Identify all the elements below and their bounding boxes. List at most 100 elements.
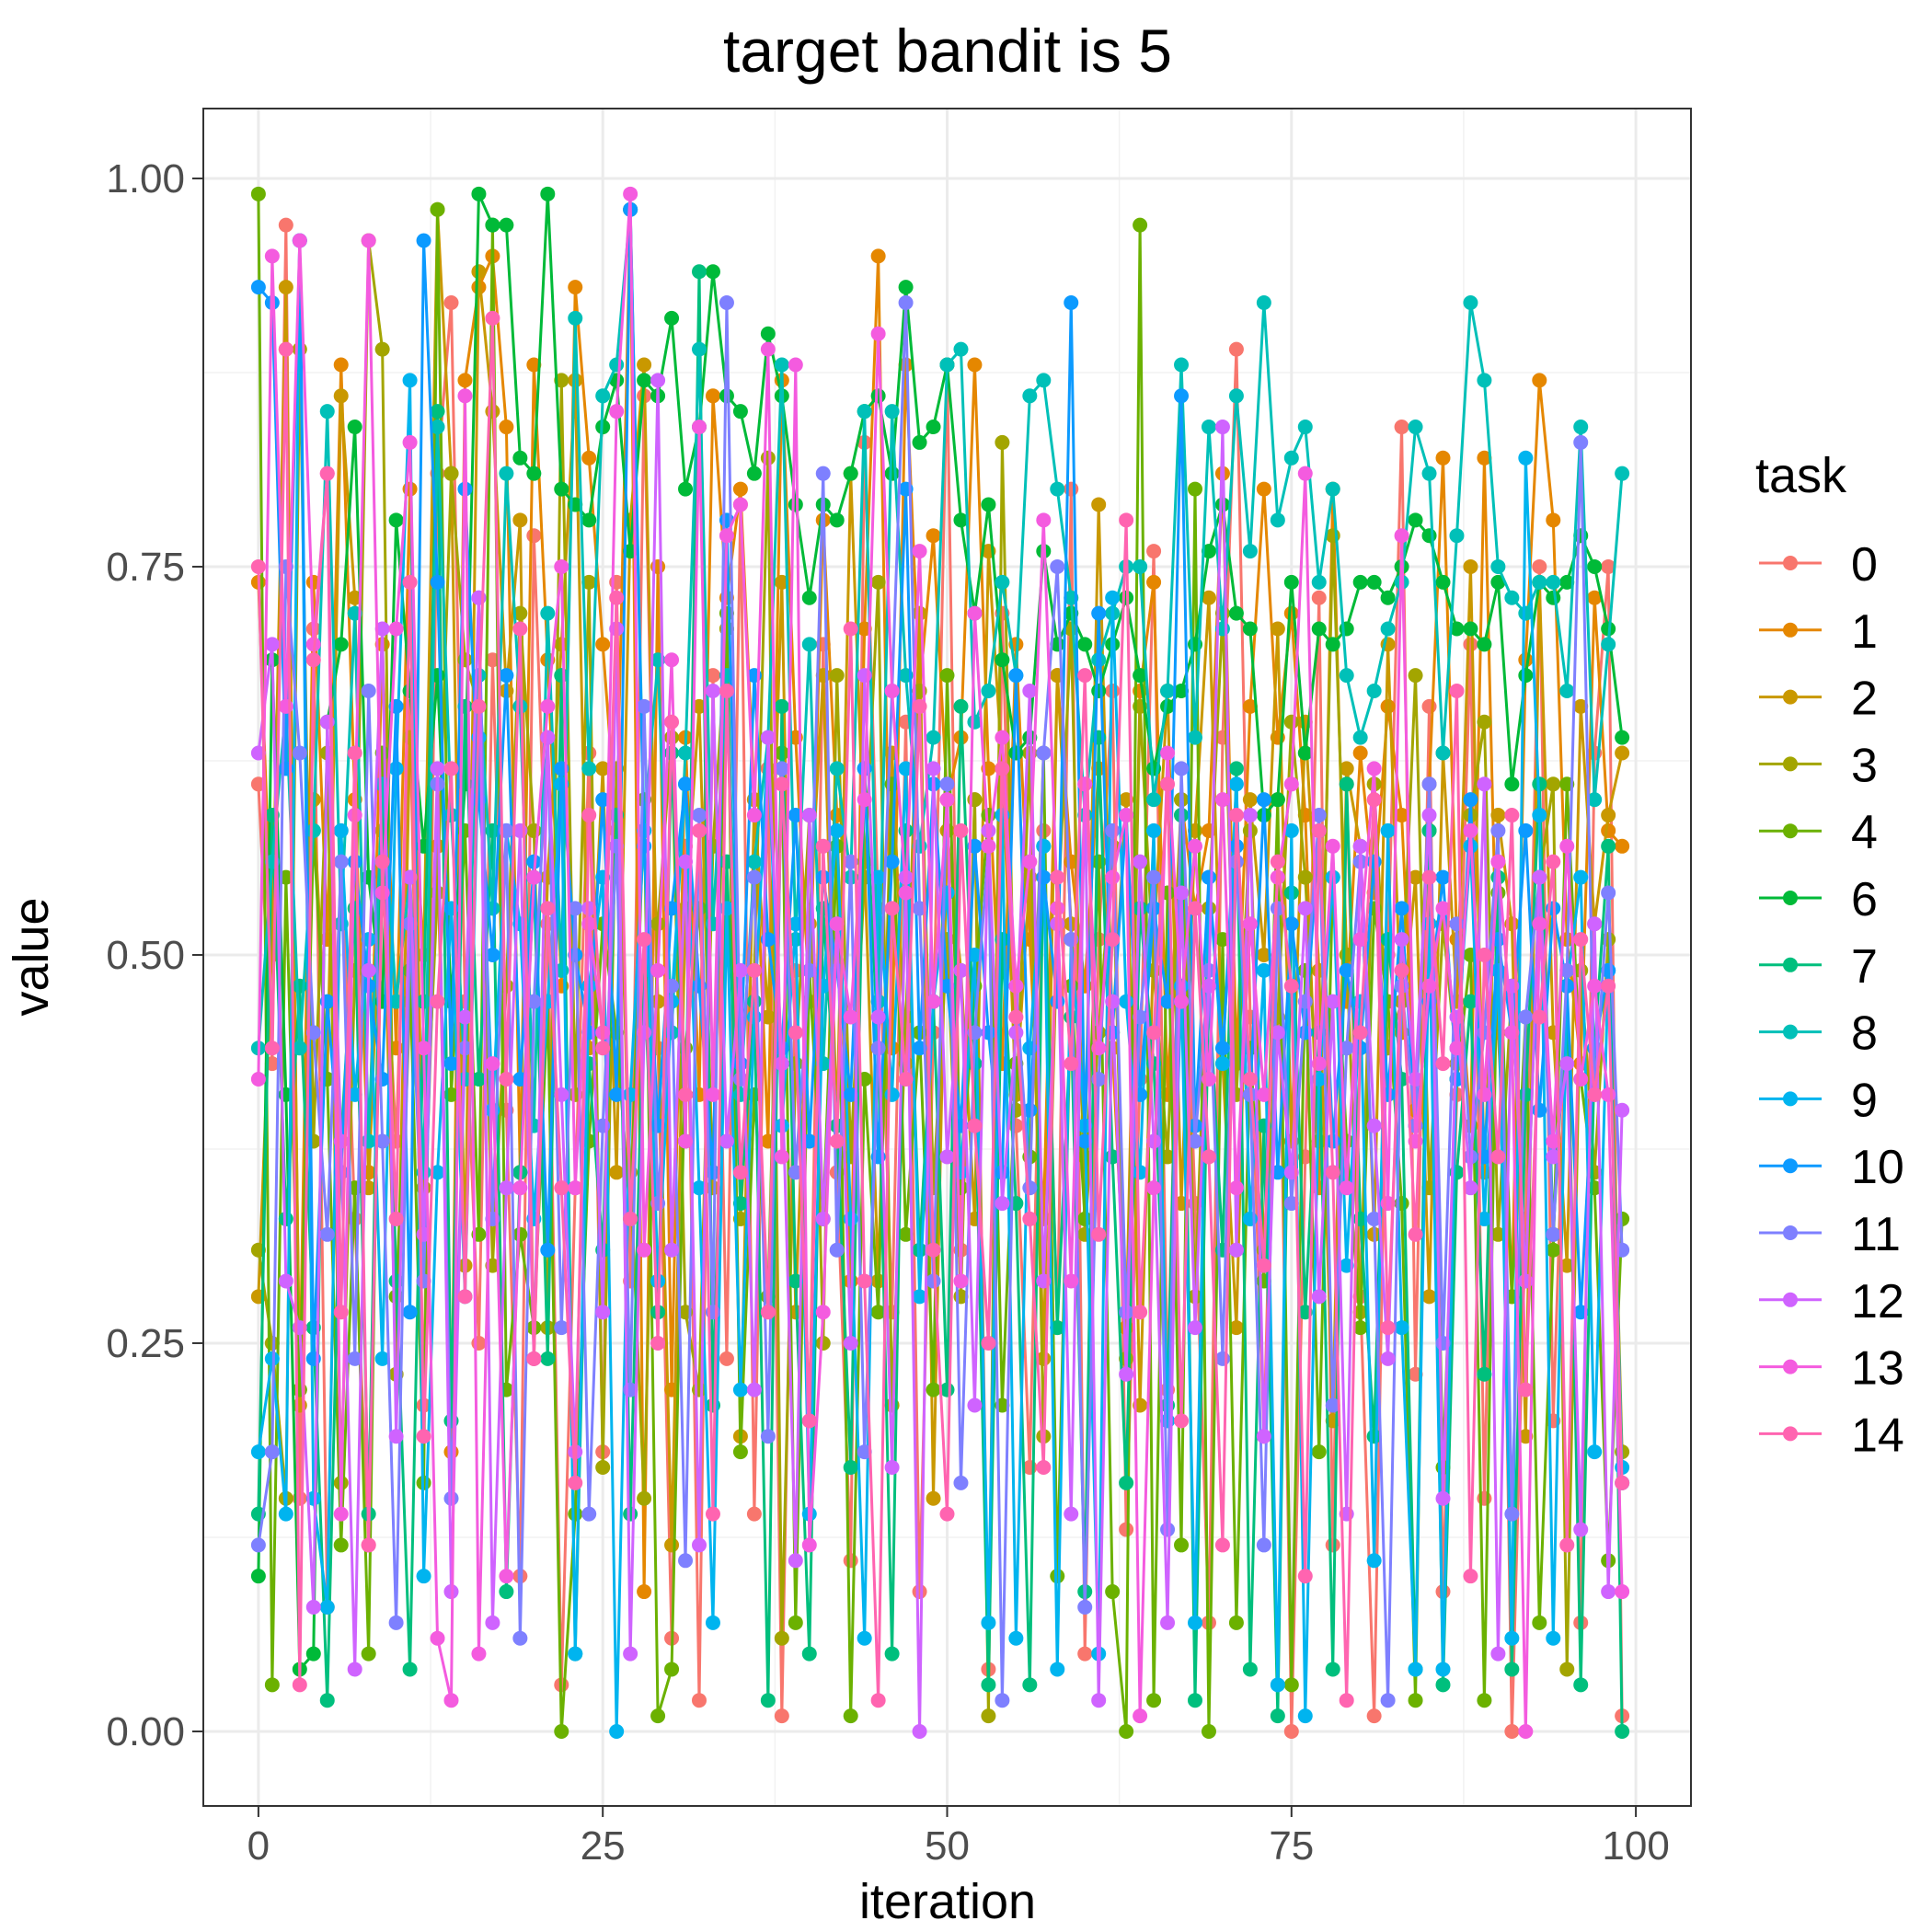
data-point bbox=[1242, 808, 1258, 823]
data-point bbox=[637, 1490, 652, 1506]
data-point bbox=[347, 420, 362, 435]
data-point bbox=[1311, 822, 1327, 838]
data-point bbox=[857, 404, 872, 420]
data-point bbox=[801, 1413, 817, 1429]
data-point bbox=[1421, 808, 1437, 823]
data-point bbox=[347, 745, 362, 761]
data-point bbox=[1366, 1708, 1382, 1724]
data-point bbox=[581, 808, 597, 823]
data-point bbox=[1546, 1226, 1561, 1242]
data-point bbox=[1119, 512, 1134, 528]
data-point bbox=[1311, 808, 1327, 823]
data-point bbox=[443, 295, 459, 311]
data-point bbox=[1146, 792, 1162, 808]
data-point bbox=[1532, 574, 1547, 590]
data-point bbox=[939, 357, 955, 373]
data-point bbox=[967, 357, 983, 373]
data-point bbox=[1228, 1180, 1244, 1196]
data-point bbox=[1421, 869, 1437, 885]
data-point bbox=[774, 1630, 789, 1646]
data-point bbox=[1532, 916, 1547, 932]
data-point bbox=[250, 558, 266, 574]
data-point bbox=[443, 1693, 459, 1708]
data-point bbox=[1435, 869, 1451, 885]
data-point bbox=[1518, 1723, 1534, 1739]
data-point bbox=[1214, 792, 1230, 808]
data-point bbox=[402, 574, 418, 590]
data-point bbox=[1008, 745, 1024, 761]
data-point bbox=[1394, 528, 1409, 544]
data-point bbox=[1559, 1662, 1575, 1677]
data-point bbox=[719, 1351, 734, 1366]
data-point bbox=[1160, 684, 1176, 699]
data-point bbox=[568, 310, 583, 326]
legend-item-7: 7 bbox=[1759, 940, 1878, 994]
data-point bbox=[609, 590, 625, 605]
data-point bbox=[457, 1009, 473, 1025]
legend-label: 10 bbox=[1851, 1141, 1904, 1194]
data-point bbox=[1256, 962, 1271, 978]
legend-label: 7 bbox=[1851, 940, 1878, 994]
data-point bbox=[250, 1444, 266, 1460]
data-point bbox=[1174, 1413, 1190, 1429]
data-point bbox=[788, 357, 803, 373]
data-point bbox=[637, 1242, 652, 1258]
data-point bbox=[870, 869, 886, 885]
data-point bbox=[443, 761, 459, 776]
data-point bbox=[1146, 544, 1162, 559]
data-point bbox=[870, 326, 886, 341]
data-point bbox=[1380, 1351, 1396, 1366]
legend-key-point bbox=[1783, 1091, 1798, 1107]
data-point bbox=[512, 450, 528, 466]
data-point bbox=[333, 1506, 349, 1522]
data-point bbox=[939, 668, 955, 684]
data-point bbox=[1133, 1305, 1148, 1320]
data-point bbox=[637, 932, 652, 948]
data-point bbox=[746, 1382, 762, 1397]
data-point bbox=[278, 280, 293, 295]
legend-item-6: 6 bbox=[1759, 873, 1878, 926]
data-point bbox=[595, 637, 611, 652]
data-point bbox=[1615, 745, 1630, 761]
data-point bbox=[333, 1305, 349, 1320]
data-point bbox=[760, 1429, 776, 1444]
data-point bbox=[678, 776, 694, 792]
data-point bbox=[1201, 420, 1216, 435]
data-point bbox=[1394, 1320, 1409, 1336]
data-point bbox=[1463, 621, 1478, 637]
data-point bbox=[595, 792, 611, 808]
data-point bbox=[1214, 1056, 1230, 1072]
data-point bbox=[361, 1537, 376, 1553]
data-point bbox=[1146, 1133, 1162, 1149]
data-point bbox=[746, 466, 762, 481]
data-point bbox=[1421, 1289, 1437, 1305]
series-13 bbox=[250, 186, 1630, 1739]
data-point bbox=[678, 1087, 694, 1102]
data-point bbox=[705, 668, 720, 684]
data-point bbox=[1463, 1180, 1478, 1196]
data-point bbox=[1283, 714, 1299, 730]
data-point bbox=[416, 1041, 431, 1056]
data-point bbox=[1201, 1149, 1216, 1165]
data-point bbox=[995, 730, 1010, 745]
data-point bbox=[581, 450, 597, 466]
data-point bbox=[898, 885, 914, 901]
data-point bbox=[1270, 792, 1285, 808]
data-point bbox=[1518, 1382, 1534, 1397]
data-point bbox=[430, 574, 445, 590]
data-point bbox=[1573, 932, 1589, 948]
data-point bbox=[884, 1087, 900, 1102]
x-tick-label: 25 bbox=[581, 1823, 626, 1869]
data-point bbox=[1256, 1258, 1271, 1273]
data-point bbox=[485, 1056, 500, 1072]
data-point bbox=[1366, 792, 1382, 808]
data-point bbox=[788, 1553, 803, 1569]
data-point bbox=[1463, 822, 1478, 838]
data-point bbox=[292, 1041, 307, 1056]
data-point bbox=[278, 217, 293, 233]
data-point bbox=[1587, 1444, 1603, 1460]
legend-item-0: 0 bbox=[1759, 538, 1878, 592]
data-point bbox=[609, 1087, 625, 1102]
data-point bbox=[264, 1677, 280, 1693]
data-point bbox=[912, 1289, 927, 1305]
